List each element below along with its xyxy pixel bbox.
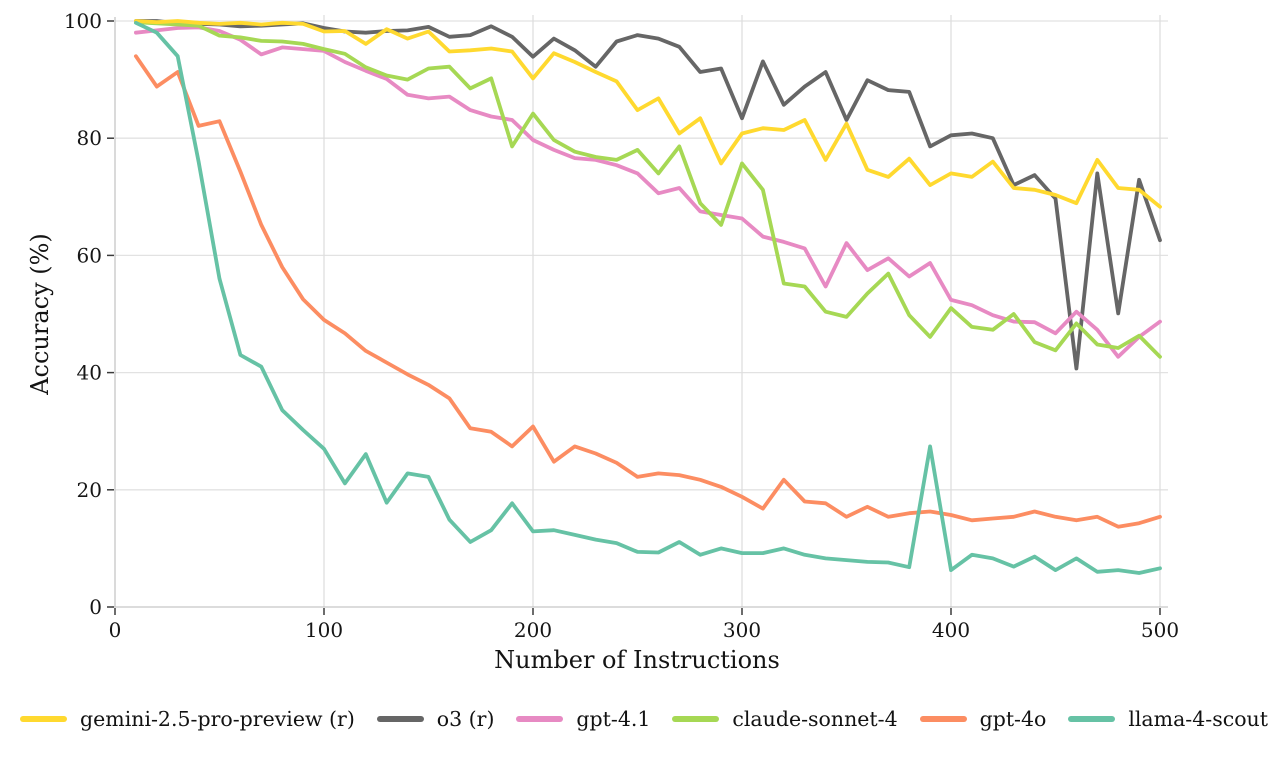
series-line-gemini-2.5-pro-preview-r (133, 19, 1162, 209)
y-axis-title: Accuracy (%) (26, 233, 54, 395)
y-tick-label: 0 (89, 595, 102, 619)
legend-item-claude-sonnet-4: claude-sonnet-4 (672, 707, 898, 731)
series-line-o3-r (133, 19, 1162, 371)
y-tick-label: 60 (77, 243, 102, 267)
x-tick-label: 300 (723, 618, 761, 642)
x-tick-label: 200 (514, 618, 552, 642)
series-line-gpt-4o (133, 54, 1162, 529)
x-tick-label: 0 (109, 618, 122, 642)
legend-item-llama-4-scout: llama-4-scout (1068, 707, 1268, 731)
legend-label: gpt-4.1 (576, 707, 651, 731)
legend-label: gpt-4o (979, 707, 1047, 731)
y-tick-label: 40 (77, 361, 102, 385)
legend-swatch (376, 715, 424, 723)
legend-item-gpt-4.1: gpt-4.1 (516, 707, 650, 731)
series-line-claude-sonnet-4 (133, 20, 1162, 359)
x-tick-label: 500 (1141, 618, 1179, 642)
y-tick-label: 80 (77, 126, 102, 150)
y-tick-label: 20 (77, 478, 102, 502)
y-tick-label: 100 (64, 9, 102, 33)
x-axis-title: Number of Instructions (494, 646, 780, 674)
legend-label: o3 (r) (436, 707, 495, 731)
x-tick-label: 400 (932, 618, 970, 642)
legend-item-gemini-2.5-pro-preview-r: gemini-2.5-pro-preview (r) (20, 707, 355, 731)
legend-swatch (672, 715, 720, 723)
legend-label: gemini-2.5-pro-preview (r) (80, 707, 355, 731)
legend-swatch (516, 715, 564, 723)
legend-swatch (1068, 715, 1116, 723)
series-line-llama-4-scout (133, 20, 1162, 575)
legend-item-gpt-4o: gpt-4o (919, 707, 1047, 731)
x-tick-label: 100 (305, 618, 343, 642)
legend-label: claude-sonnet-4 (732, 707, 898, 731)
legend-swatch (919, 715, 967, 723)
series-line-gpt-4.1 (133, 25, 1162, 359)
legend-label: llama-4-scout (1128, 707, 1268, 731)
chart-legend: gemini-2.5-pro-preview (r) o3 (r) gpt-4.1 c… (20, 701, 1268, 737)
legend-item-o3-r: o3 (r) (376, 707, 495, 731)
legend-swatch (20, 715, 67, 723)
